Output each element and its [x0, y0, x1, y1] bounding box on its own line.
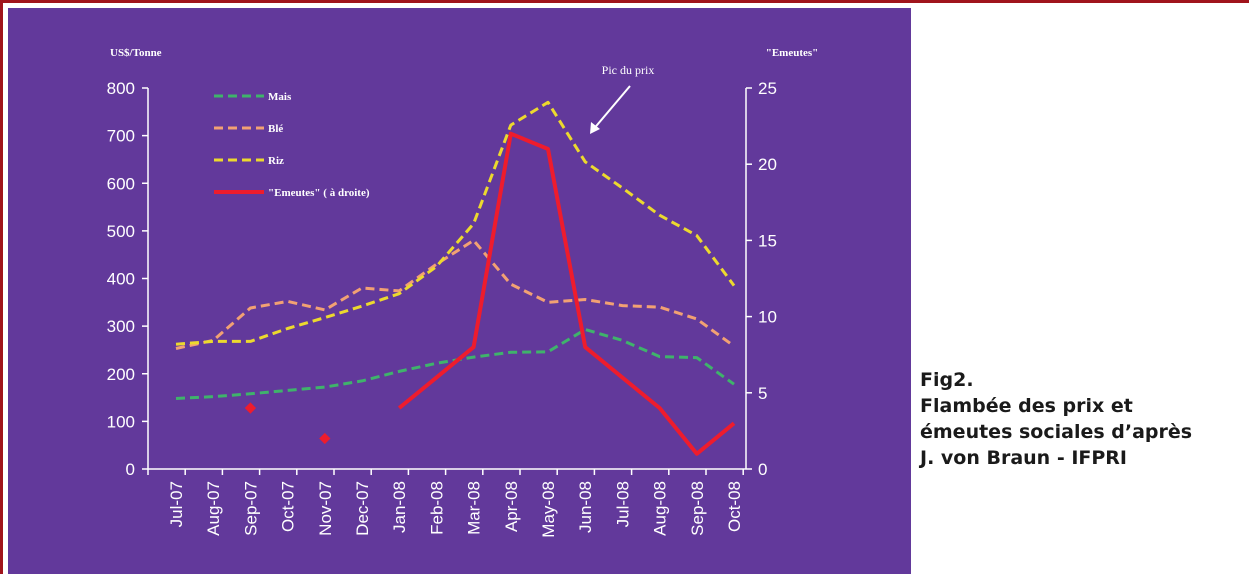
series-layer — [175, 100, 736, 456]
x-tick-label: Aug-07 — [204, 481, 223, 536]
right-tick-label: 20 — [758, 155, 777, 174]
x-tick-label: Feb-08 — [427, 481, 446, 535]
plot-background — [8, 8, 911, 574]
x-tick-label: Nov-07 — [316, 481, 335, 536]
legend: Mais Blé Riz "Emeutes" ( à droite) — [214, 91, 370, 199]
annotation-arrow-head — [590, 122, 600, 134]
annotation: Pic du prix — [590, 63, 654, 134]
left-tick-label: 800 — [107, 79, 135, 98]
x-tick-label: Jul-08 — [613, 481, 632, 527]
left-tick-label: 100 — [107, 412, 135, 431]
series-line-emeutes-droite — [397, 131, 736, 456]
annotation-arrow-line — [591, 85, 631, 132]
x-tick-label: Sep-07 — [241, 481, 260, 536]
x-tick-label: Aug-08 — [651, 481, 670, 536]
series-line-riz — [175, 100, 736, 346]
annotation-label: Pic du prix — [602, 63, 655, 77]
x-tick-label: Oct-07 — [279, 481, 298, 532]
right-tick-label: 5 — [758, 384, 767, 403]
emeutes-isolated-point — [244, 402, 257, 414]
x-tick-label: Dec-07 — [353, 481, 372, 536]
x-tick-label: May-08 — [539, 481, 558, 538]
x-tick-label: Jan-08 — [390, 481, 409, 533]
figure-caption: Fig2. Flambée des prix et émeutes social… — [920, 367, 1249, 471]
legend-label: Mais — [268, 91, 292, 103]
right-tick-label: 15 — [758, 231, 777, 250]
left-tick-label: 400 — [107, 270, 135, 289]
axes: 0 100 200 300 400 500 600 700 800 0 5 10 15 20 25 Jul-0… — [107, 79, 777, 538]
x-tick-label: Sep-08 — [688, 481, 707, 536]
x-tick-label: Mar-08 — [465, 481, 484, 535]
caption-line-4: J. von Braun - IFPRI — [920, 447, 1127, 469]
left-tick-label: 200 — [107, 365, 135, 384]
left-tick-label: 600 — [107, 174, 135, 193]
left-tick-label: 300 — [107, 317, 135, 336]
emeutes-isolated-point — [319, 432, 331, 445]
x-tick-label: Oct-08 — [725, 481, 744, 532]
x-tick-label: Jun-08 — [576, 481, 595, 533]
right-axis-unit: "Emeutes" — [766, 47, 819, 59]
legend-label: Blé — [268, 123, 283, 135]
caption-line-3: émeutes sociales d’après — [920, 421, 1193, 443]
right-tick-label: 25 — [758, 79, 777, 98]
left-tick-label: 700 — [107, 127, 135, 146]
right-tick-label: 10 — [758, 308, 777, 327]
legend-label: Riz — [268, 155, 284, 167]
x-tick-label: Jul-07 — [167, 481, 186, 527]
caption-line-1: Fig2. — [920, 369, 974, 391]
series-line-bl — [175, 238, 735, 350]
left-axis-unit: US$/Tonne — [110, 47, 162, 59]
right-tick-label: 0 — [758, 460, 767, 479]
left-tick-label: 500 — [107, 222, 135, 241]
legend-label: "Emeutes" ( à droite) — [268, 187, 370, 199]
x-tick-label: Apr-08 — [502, 481, 521, 532]
left-tick-label: 0 — [126, 460, 135, 479]
caption-line-2: Flambée des prix et — [920, 395, 1133, 417]
